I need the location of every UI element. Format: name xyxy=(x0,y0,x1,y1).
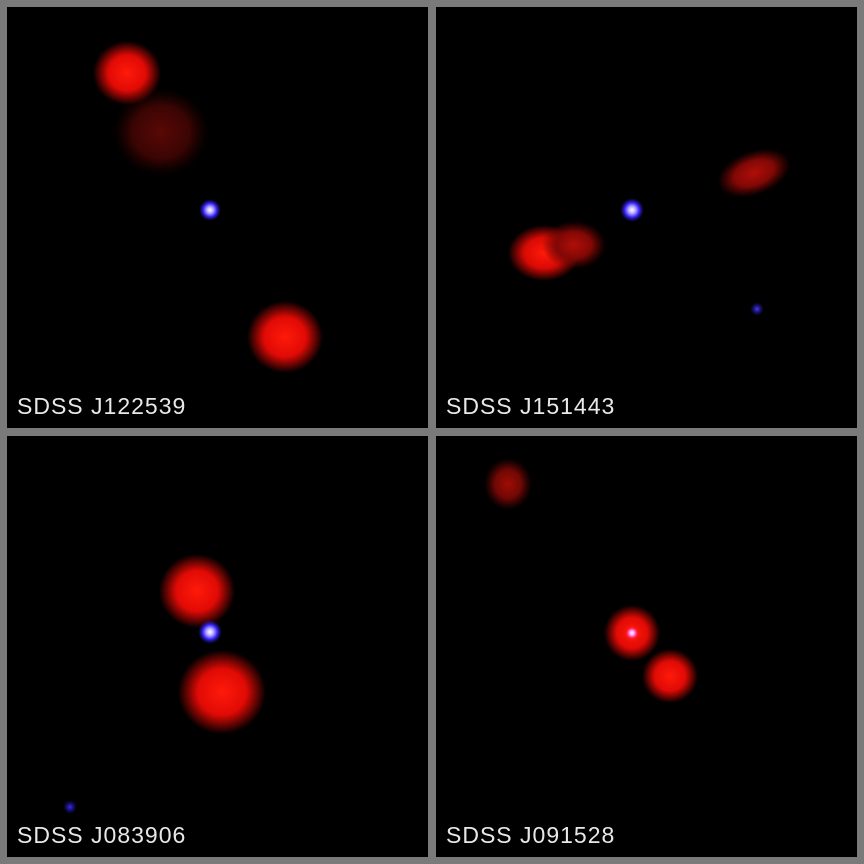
radio-lobe xyxy=(484,458,532,510)
source-label: SDSS J083906 xyxy=(17,822,187,848)
xray-source xyxy=(620,198,644,222)
xray-source xyxy=(750,302,764,316)
radio-lobe xyxy=(178,650,266,734)
panel-sdss-j091528: SDSS J091528 xyxy=(436,436,857,857)
radio-lobe xyxy=(247,301,323,373)
xray-source xyxy=(198,620,222,644)
radio-lobe xyxy=(642,649,698,703)
xray-source xyxy=(624,625,640,641)
source-label: SDSS J151443 xyxy=(446,393,616,419)
sky-image xyxy=(93,41,323,373)
panel-sdss-j122539: SDSS J122539 xyxy=(7,7,428,428)
source-label: SDSS J091528 xyxy=(446,822,616,848)
radio-lobe xyxy=(717,148,791,198)
sky-image xyxy=(63,554,266,814)
xray-source xyxy=(63,800,77,814)
panel-sdss-j151443: SDSS J151443 xyxy=(436,7,857,428)
sky-image xyxy=(484,458,698,703)
source-label: SDSS J122539 xyxy=(17,393,187,419)
radio-lobe xyxy=(93,41,161,105)
sky-image xyxy=(508,148,791,316)
xray-source xyxy=(199,199,221,221)
radio-lobe xyxy=(542,221,606,269)
radio-lobe xyxy=(159,554,235,628)
panel-sdss-j083906: SDSS J083906 xyxy=(7,436,428,857)
radio-lobe xyxy=(113,88,209,176)
